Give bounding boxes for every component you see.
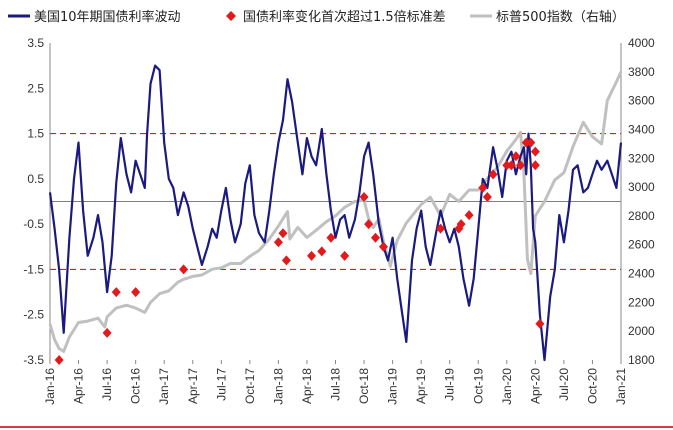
event-marker (131, 287, 141, 298)
event-marker (530, 146, 540, 157)
event-marker (370, 232, 380, 243)
event-marker (488, 169, 498, 180)
x-tick-label: Oct-16 (129, 368, 143, 404)
x-tick-label: Jul-20 (557, 368, 571, 401)
left-tick-label: 3.5 (27, 36, 44, 50)
x-tick-label: Jan-16 (43, 368, 57, 405)
left-tick-label: 2.5 (27, 81, 44, 95)
right-tick-label: 3000 (628, 180, 655, 194)
x-tick-label: Jul-18 (329, 368, 343, 401)
event-marker (526, 137, 536, 148)
event-marker (281, 255, 291, 266)
x-tick-label: Jul-16 (100, 368, 114, 401)
event-marker (478, 182, 488, 193)
event-marker (502, 160, 512, 171)
legend-label-spx: 标普500指数（右轴） (496, 10, 625, 25)
event-marker (340, 250, 350, 261)
right-tick-label: 2400 (628, 267, 655, 281)
x-tick-label: Apr-20 (528, 368, 542, 404)
left-tick-label: 0.5 (27, 172, 44, 186)
x-tick-label: Apr-16 (72, 368, 86, 404)
event-marker (456, 219, 466, 230)
legend: 美国10年期国债利率波动 国债利率变化首次超过1.5倍标准差 标普500指数（右… (8, 9, 625, 25)
event-marker (278, 228, 288, 239)
x-tick-label: Oct-19 (471, 368, 485, 404)
right-tick-label: 3800 (628, 65, 655, 79)
right-tick-label: 2200 (628, 295, 655, 309)
right-tick-label: 3200 (628, 151, 655, 165)
event-markers (54, 137, 545, 365)
event-marker (482, 191, 492, 202)
x-tick-label: Jul-17 (214, 368, 228, 401)
event-marker (179, 264, 189, 275)
event-marker (436, 223, 446, 234)
left-tick-label: -0.5 (23, 217, 44, 231)
x-axis-ticks: Jan-16 Apr-16 Jul-16 Oct-16 Jan-17 Apr-17 Jul-… (43, 360, 628, 405)
x-tick-label: Oct-18 (357, 368, 371, 404)
threshold-lines (50, 132, 621, 271)
x-tick-label: Jan-19 (386, 368, 400, 405)
legend-label-rate: 美国10年期国债利率波动 (34, 9, 181, 25)
right-tick-label: 1800 (628, 353, 655, 367)
x-tick-label: Jan-18 (271, 368, 285, 405)
right-tick-label: 3600 (628, 94, 655, 108)
event-marker (326, 232, 336, 243)
right-tick-label: 2000 (628, 324, 655, 338)
x-tick-label: Apr-18 (300, 368, 314, 404)
x-tick-label: Jan-17 (157, 368, 171, 405)
plot-area (48, 43, 623, 365)
event-marker (378, 241, 388, 252)
x-tick-label: Oct-17 (243, 368, 257, 404)
event-marker (359, 191, 369, 202)
event-marker (521, 137, 531, 148)
right-tick-label: 2600 (628, 238, 655, 252)
event-marker (54, 355, 64, 365)
x-tick-label: Apr-19 (414, 368, 428, 404)
event-marker (364, 219, 374, 230)
x-tick-label: Oct-20 (585, 368, 599, 404)
legend-swatch-events (226, 11, 236, 21)
left-tick-label: -1.5 (23, 262, 44, 276)
left-axis-ticks: 3.5 2.5 1.5 0.5 -0.5 -1.5 -2.5 -3.5 (23, 36, 44, 367)
x-tick-label: Jan-21 (614, 368, 628, 405)
left-tick-label: 1.5 (27, 127, 44, 141)
right-axis-ticks: 4000 3800 3600 3400 3200 3000 2800 2600 2400 2200… (628, 36, 655, 367)
left-tick-label: -2.5 (23, 308, 44, 322)
x-tick-label: Apr-17 (186, 368, 200, 404)
right-tick-label: 2800 (628, 209, 655, 223)
x-tick-label: Jan-20 (500, 368, 514, 405)
event-marker (535, 318, 545, 329)
event-marker (111, 287, 121, 298)
event-marker (516, 160, 526, 171)
left-tick-label: -3.5 (23, 353, 44, 367)
event-marker (317, 246, 327, 257)
event-marker (273, 237, 283, 248)
right-tick-label: 4000 (628, 36, 655, 50)
x-tick-label: Jul-19 (443, 368, 457, 401)
right-tick-label: 3400 (628, 122, 655, 136)
event-marker (307, 250, 317, 261)
spx-series-line (48, 71, 623, 353)
event-marker (506, 160, 516, 171)
event-marker (530, 160, 540, 171)
event-marker (102, 327, 112, 338)
event-marker (511, 151, 521, 162)
legend-label-events: 国债利率变化首次超过1.5倍标准差 (243, 9, 446, 25)
event-marker (464, 210, 474, 221)
